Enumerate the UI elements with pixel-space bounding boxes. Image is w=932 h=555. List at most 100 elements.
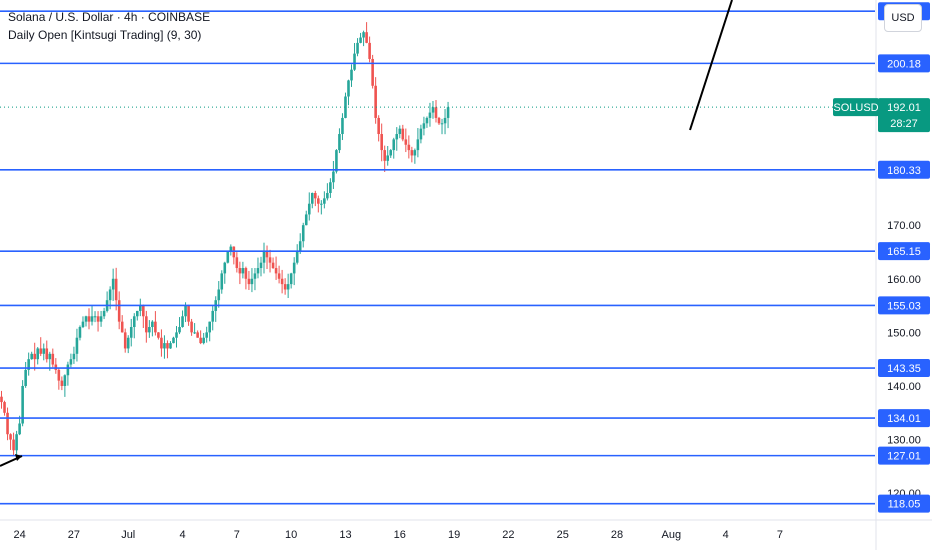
candle-body (154, 321, 157, 333)
candle-body (51, 353, 55, 365)
candle-body (142, 305, 145, 317)
candle-body (232, 246, 236, 258)
candle-body (310, 192, 314, 204)
candle-body (72, 353, 76, 360)
candle-body (317, 198, 320, 204)
candle-body (211, 310, 215, 322)
chart-header: Solana / U.S. Dollar · 4h · COINBASE Dai… (8, 8, 210, 44)
candle-body (386, 155, 390, 161)
level-tag (878, 242, 930, 261)
x-tick-label: 25 (557, 529, 569, 541)
candle-body (172, 337, 175, 344)
candle-body (398, 128, 402, 135)
candle-body (114, 278, 118, 301)
candle-body (139, 305, 142, 311)
candle-body (419, 128, 423, 140)
candle-body (6, 412, 9, 435)
candle-body (431, 107, 435, 113)
candle-body (389, 150, 393, 156)
price-tag (878, 98, 930, 133)
currency-button[interactable]: USD (884, 4, 922, 32)
candle-body (301, 225, 305, 242)
candle-body (292, 262, 296, 274)
x-tick-label: Aug (662, 529, 682, 541)
candle-body (169, 343, 172, 349)
candle-body (0, 396, 3, 403)
candle-body (286, 284, 290, 290)
level-label: 134.01 (887, 413, 921, 425)
candle-body (422, 123, 426, 129)
level-label: 143.35 (887, 363, 921, 375)
candle-body (265, 251, 269, 258)
candle-body (347, 80, 350, 97)
y-tick-label: 140.00 (887, 381, 921, 393)
candle-body (123, 332, 127, 349)
candle-body (223, 262, 227, 274)
candle-body (320, 203, 323, 205)
candle-body (365, 32, 368, 43)
candle-body (235, 257, 239, 269)
candle-body (443, 117, 447, 124)
candle-body (36, 348, 40, 360)
candle-body (120, 321, 124, 333)
candle-body (108, 289, 112, 301)
candle-body (356, 42, 359, 54)
candle-body (332, 171, 335, 183)
candle-body (283, 284, 287, 290)
price-tag-label: 192.01 (887, 102, 921, 114)
candle-body (395, 134, 399, 140)
candle-body (27, 359, 30, 370)
candle-body (111, 278, 115, 290)
candle-body (353, 53, 356, 70)
level-tag (878, 54, 930, 73)
candle-body (54, 364, 58, 370)
candle-body (307, 203, 311, 215)
candle-body (60, 380, 64, 386)
candle-body (338, 134, 341, 151)
candle-body (99, 316, 103, 322)
candle-body (69, 359, 73, 365)
y-tick-label: 150.00 (887, 327, 921, 339)
candle-body (226, 251, 230, 263)
candle-body (93, 316, 97, 318)
candle-body (196, 332, 199, 338)
candle-body (428, 112, 432, 118)
candle-body (151, 321, 154, 328)
x-tick-label: 10 (285, 529, 297, 541)
candle-body (81, 321, 85, 328)
candle-body (289, 273, 293, 285)
candle-body (145, 316, 148, 333)
indicator-label: Daily Open [Kintsugi Trading] (9, 30) (8, 28, 202, 42)
candle-body (187, 305, 190, 322)
level-label: 127.01 (887, 451, 921, 463)
candle-body (244, 268, 248, 279)
level-tag (878, 494, 930, 513)
candle-body (126, 337, 130, 349)
candle-body (253, 273, 257, 279)
x-tick-label: 4 (723, 529, 729, 541)
candle-body (166, 343, 169, 349)
candle-body (18, 423, 21, 435)
candle-body (21, 385, 24, 424)
candle-body (220, 273, 224, 290)
x-tick-label: 16 (394, 529, 406, 541)
candle-body (30, 353, 33, 360)
level-tag (878, 160, 930, 179)
candle-body (193, 332, 196, 334)
candle-body (401, 128, 405, 140)
candle-body (314, 192, 317, 199)
candle-body (304, 214, 308, 226)
candle-body (9, 434, 12, 440)
candle-body (392, 139, 396, 151)
candle-body (250, 278, 254, 285)
candle-body (323, 198, 326, 204)
level-tag (878, 359, 930, 378)
candle-body (45, 348, 49, 360)
candle-body (24, 369, 27, 386)
candle-body (295, 251, 299, 263)
candle-body (202, 337, 205, 344)
candle-body (271, 262, 275, 269)
candle-body (371, 58, 374, 86)
